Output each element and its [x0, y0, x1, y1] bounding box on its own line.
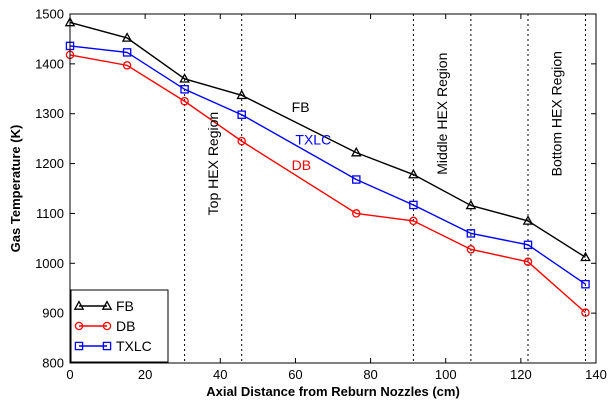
- point-db-8: [581, 308, 590, 317]
- y-tick-label-1400: 1400: [35, 56, 64, 71]
- x-tick-label-40: 40: [213, 367, 227, 382]
- point-fb-1: [121, 32, 133, 42]
- point-db-6: [466, 245, 476, 254]
- x-tick-label-140: 140: [585, 367, 607, 382]
- series-annotation-2: DB: [292, 157, 311, 173]
- y-tick-label-1300: 1300: [35, 106, 64, 121]
- legend-entry-db: DB: [74, 318, 135, 334]
- point-fb-7: [522, 215, 534, 225]
- point-db-5: [409, 216, 418, 226]
- point-txlc-4: [352, 175, 361, 184]
- legend-label-db: DB: [116, 318, 135, 334]
- point-db-3: [237, 136, 246, 146]
- x-tick-label-60: 60: [288, 367, 302, 382]
- legend-marker-left-txlc: [74, 341, 84, 351]
- series-line-db: [69, 54, 586, 314]
- legend-entry-fb: FB: [73, 298, 134, 314]
- axis-ticks: 0 20 40 60 80 100 120 140 800 900 1000 1100 1200 1300…: [35, 7, 607, 383]
- x-axis-title: Axial Distance from Reburn Nozzles (cm): [206, 384, 460, 399]
- point-db-1: [122, 61, 132, 70]
- point-txlc-2: [180, 85, 189, 94]
- y-tick-label-1100: 1100: [36, 206, 64, 221]
- legend-marker-right-db: [102, 321, 112, 331]
- point-txlc-7: [523, 240, 533, 250]
- point-txlc-6: [466, 229, 476, 238]
- x-tick-label-0: 0: [66, 367, 73, 382]
- region-label-2: Bottom HEX Region: [549, 51, 565, 176]
- x-tick-label-80: 80: [363, 367, 377, 382]
- series-annotation-0: FB: [292, 99, 310, 115]
- legend-marker-left-db: [74, 321, 84, 331]
- y-axis-title: Gas Temperature (K): [8, 125, 23, 253]
- point-txlc-1: [122, 48, 132, 57]
- y-tick-label-1200: 1200: [35, 156, 64, 171]
- region-labels: Top HEX Region Middle HEX Region Bottom HE…: [205, 51, 565, 215]
- region-lines: [184, 14, 586, 363]
- point-fb-3: [236, 89, 248, 100]
- y-tick-label-800: 800: [42, 356, 64, 371]
- point-db-2: [180, 97, 189, 106]
- x-tick-label-120: 120: [510, 367, 532, 382]
- plot-frame: [69, 13, 597, 364]
- point-fb-5: [408, 168, 419, 179]
- point-fb-8: [580, 251, 591, 262]
- legend: FB DB TXLC: [70, 289, 169, 363]
- series-line-txlc: [69, 45, 586, 285]
- point-fb-4: [350, 146, 362, 157]
- point-db-7: [523, 257, 533, 267]
- series-annotation-1: TXLC: [295, 132, 331, 148]
- region-label-0: Top HEX Region: [205, 112, 221, 216]
- point-txlc-5: [409, 200, 418, 210]
- legend-entry-txlc: TXLC: [74, 338, 152, 354]
- point-txlc-3: [237, 110, 246, 119]
- y-tick-label-1000: 1000: [35, 256, 64, 271]
- legend-label-txlc: TXLC: [116, 338, 152, 354]
- series-fb: [64, 16, 591, 262]
- region-label-1: Middle HEX Region: [434, 53, 450, 175]
- y-tick-label-1500: 1500: [35, 7, 64, 22]
- point-txlc-8: [581, 279, 590, 289]
- legend-marker-right-txlc: [102, 341, 112, 351]
- legend-marker-left-fb: [73, 300, 85, 310]
- series-layer: [64, 16, 591, 317]
- x-tick-label-20: 20: [138, 367, 152, 382]
- legend-marker-right-fb: [101, 300, 113, 310]
- series-annotations: FB TXLC DB: [292, 99, 332, 173]
- series-db: [65, 50, 590, 317]
- y-tick-label-900: 900: [42, 306, 64, 321]
- x-tick-label-100: 100: [435, 367, 457, 382]
- legend-label-fb: FB: [116, 298, 134, 314]
- point-fb-6: [465, 199, 477, 210]
- series-line-fb: [69, 21, 586, 258]
- series-txlc: [65, 41, 590, 289]
- point-db-4: [352, 209, 361, 218]
- point-fb-2: [179, 73, 190, 83]
